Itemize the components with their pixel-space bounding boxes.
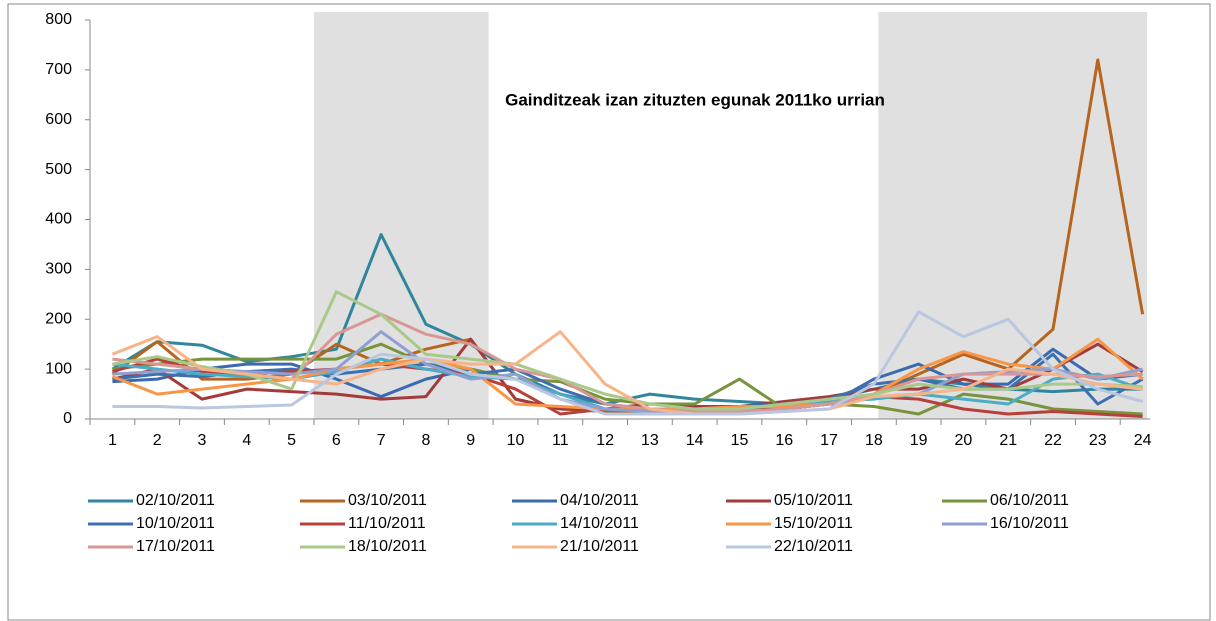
x-tick-label: 21 (999, 432, 1017, 449)
legend-label: 17/10/2011 (136, 538, 215, 555)
x-tick-label: 23 (1089, 432, 1107, 449)
legend-label: 16/10/2011 (990, 515, 1069, 532)
series-line (112, 290, 1143, 411)
x-tick-label: 13 (641, 432, 659, 449)
legend-label: 06/10/2011 (990, 492, 1069, 509)
legend-label: 22/10/2011 (774, 538, 853, 555)
legend-label: 02/10/2011 (136, 492, 215, 509)
series-line (112, 310, 1144, 416)
x-tick-label: 16 (775, 432, 793, 449)
legend-label: 10/10/2011 (136, 515, 215, 532)
x-tick-label: 4 (242, 432, 251, 449)
legend-label: 03/10/2011 (348, 492, 427, 509)
x-tick-label: 20 (955, 432, 973, 449)
x-tick-label: 15 (731, 432, 749, 449)
legend-label: 18/10/2011 (348, 538, 427, 555)
x-tick-label: 17 (820, 432, 838, 449)
y-tick-label: 100 (45, 360, 72, 377)
y-tick-label: 200 (45, 310, 72, 327)
legend-label: 15/10/2011 (774, 515, 853, 532)
x-tick-label: 10 (507, 432, 525, 449)
legend-label: 14/10/2011 (560, 515, 639, 532)
y-tick-label: 700 (45, 61, 72, 78)
x-tick-label: 9 (466, 432, 475, 449)
legend-label: 04/10/2011 (560, 492, 639, 509)
y-tick-label: 300 (45, 261, 72, 278)
x-tick-label: 3 (198, 432, 207, 449)
y-tick-label: 500 (45, 161, 72, 178)
legend-label: 05/10/2011 (774, 492, 853, 509)
x-tick-label: 2 (153, 432, 162, 449)
x-tick-label: 14 (686, 432, 704, 449)
x-tick-label: 19 (910, 432, 928, 449)
x-tick-label: 22 (1044, 432, 1062, 449)
y-tick-label: 400 (45, 211, 72, 228)
x-tick-label: 11 (552, 432, 569, 449)
x-tick-label: 8 (421, 432, 430, 449)
x-tick-label: 5 (287, 432, 296, 449)
y-tick-label: 0 (63, 410, 72, 427)
legend-label: 21/10/2011 (560, 538, 639, 555)
series-line (111, 330, 1143, 416)
x-tick-label: 18 (865, 432, 883, 449)
shaded-band (878, 12, 1148, 419)
x-tick-label: 6 (332, 432, 341, 449)
x-tick-label: 1 (108, 432, 117, 449)
chart-title: Gainditzeak izan zituzten egunak 2011ko … (505, 90, 885, 109)
y-tick-label: 600 (45, 111, 72, 128)
series-line (112, 342, 1143, 416)
legend-label: 11/10/2011 (348, 515, 426, 532)
y-tick-label: 800 (45, 11, 72, 28)
x-tick-label: 7 (377, 432, 386, 449)
x-tick-label: 24 (1134, 432, 1152, 449)
x-tick-label: 12 (596, 432, 614, 449)
